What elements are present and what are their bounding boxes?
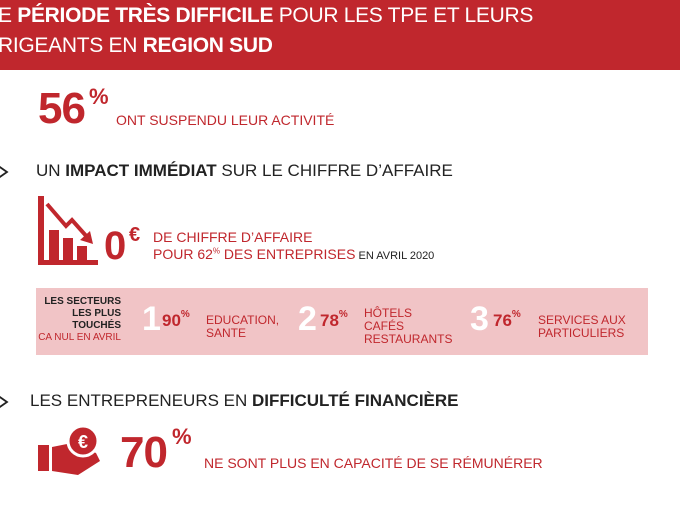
top-sectors-panel: LES SECTEURS LES PLUS TOUCHÉS CA NUL EN … [36, 288, 648, 355]
sector-pct-2: 78% [320, 309, 348, 330]
arrow-right-icon [0, 396, 9, 408]
section-difficulty-heading: LES ENTREPRENEURS EN DIFFICULTÉ FINANCIÈ… [30, 391, 459, 410]
stat-56-caption: ONT SUSPENDU LEUR ACTIVITÉ [116, 112, 335, 128]
sector-name-1: EDUCATION, SANTE [206, 313, 280, 340]
stat-0-caption-line-2: POUR 62% DES ENTREPRISES EN AVRIL 2020 [153, 246, 435, 262]
sector-rank-1: 1 [142, 300, 161, 338]
sector-rank-2: 2 [298, 300, 317, 338]
stat-70-unit: % [172, 424, 192, 449]
stat-70-caption: NE SONT PLUS EN CAPACITÉ DE SE RÉMUNÉRER [204, 455, 543, 471]
banner-line-2: RIGEANTS EN REGION SUD [0, 34, 273, 57]
stat-56-value: 56 [38, 84, 86, 133]
sector-pct-3: 76% [493, 309, 521, 330]
sector-name-2: HÔTELS CAFÉS RESTAURANTS [364, 306, 453, 346]
sector-name-3: SERVICES AUX PARTICULIERS [538, 313, 626, 340]
stat-56-unit: % [89, 84, 109, 109]
arrow-right-icon [0, 166, 9, 178]
sector-rank-3: 3 [470, 300, 489, 338]
stat-0-unit: € [129, 224, 141, 246]
stat-0-caption-line-1: DE CHIFFRE D’AFFAIRE [153, 229, 313, 245]
sector-pct-1: 90% [162, 309, 190, 330]
section-impact-heading: UN IMPACT IMMÉDIAT SUR LE CHIFFRE D’AFFA… [36, 161, 453, 180]
hand-coin-euro-icon: € [38, 424, 100, 475]
declining-bar-chart-icon [38, 196, 98, 265]
stat-0-value: 0 [104, 224, 126, 268]
banner-line-1: E PÉRIODE TRÈS DIFFICILE POUR LES TPE ET… [0, 4, 534, 27]
svg-text:€: € [78, 432, 88, 452]
sectors-label: LES SECTEURS LES PLUS TOUCHÉS CA NUL EN … [38, 296, 121, 343]
title-banner: E PÉRIODE TRÈS DIFFICILE POUR LES TPE ET… [0, 0, 680, 70]
stat-70-value: 70 [120, 428, 168, 477]
